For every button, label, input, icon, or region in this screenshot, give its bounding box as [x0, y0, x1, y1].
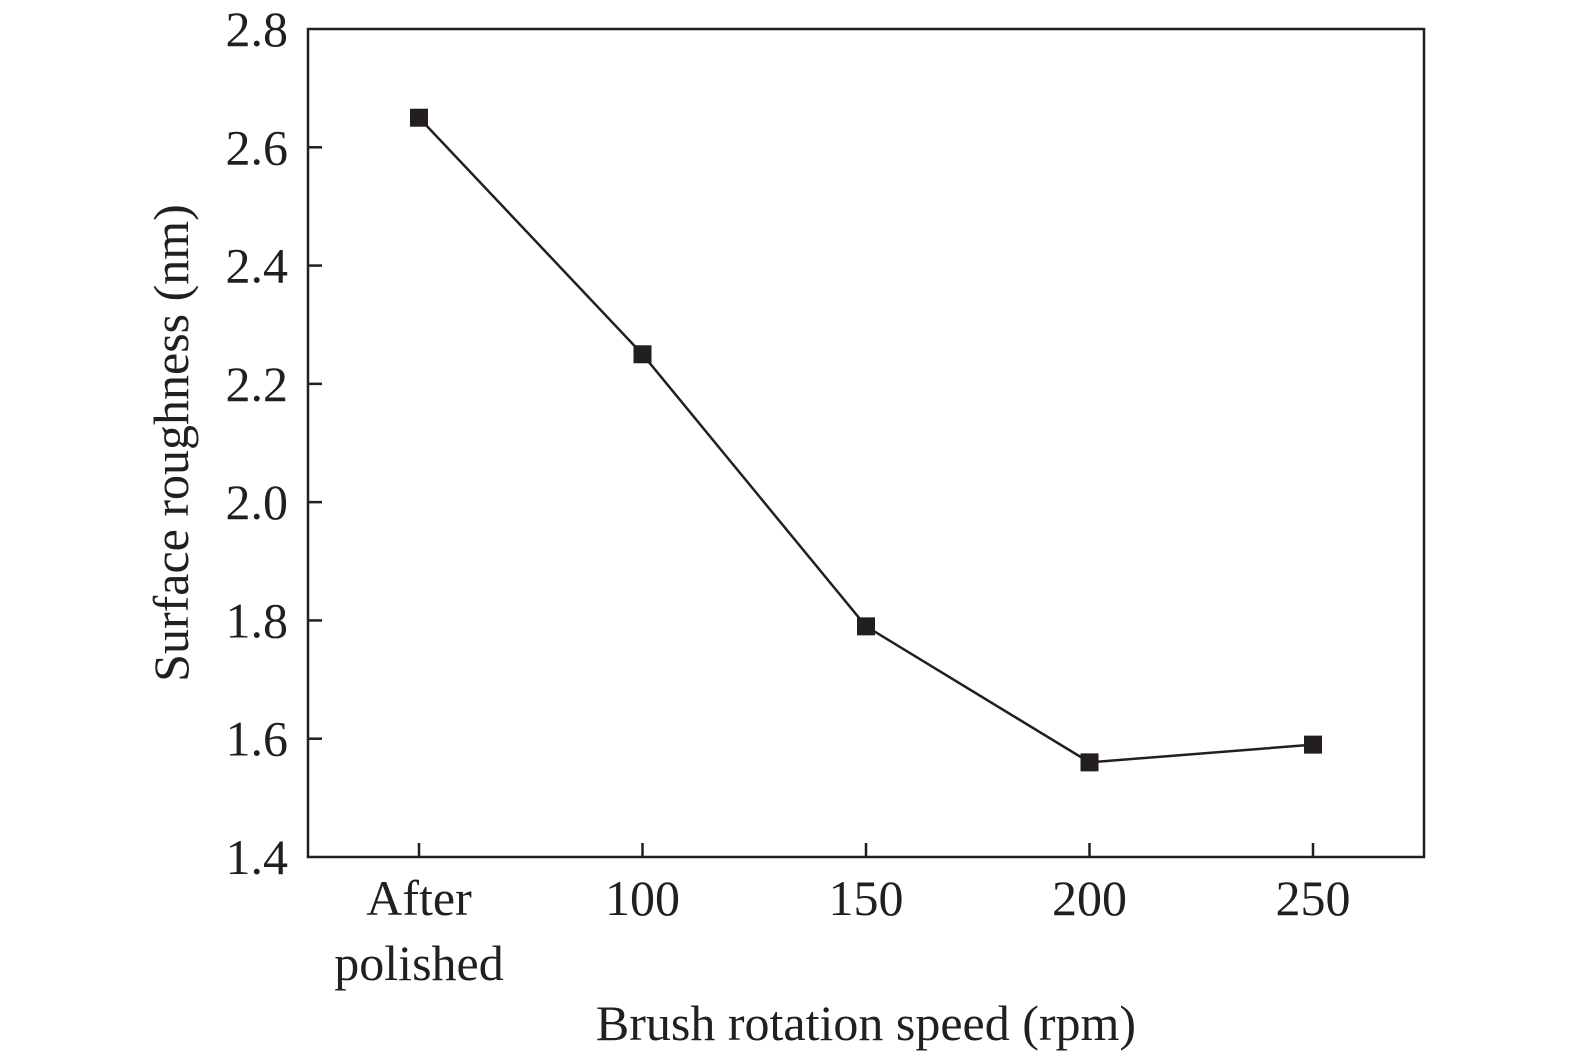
y-axis-title: Surface roughness (nm) [143, 204, 199, 682]
plot-frame [306, 27, 1426, 859]
data-point-marker [857, 617, 875, 636]
data-point-marker [410, 108, 428, 127]
series-line [418, 116, 1314, 764]
x-tick-label: 200 [1052, 870, 1127, 926]
y-tick-label: 1.4 [226, 829, 289, 885]
y-tick-label: 2.6 [226, 119, 289, 175]
y-tick-label: 2.8 [226, 1, 289, 57]
y-tick-label: 2.0 [226, 474, 289, 530]
x-axis: After polished 100 150 200 250 [334, 843, 1351, 991]
y-tick-label: 1.6 [226, 711, 289, 767]
data-point-marker [1080, 753, 1099, 772]
x-tick-label: polished [334, 935, 503, 991]
series-group [410, 108, 1322, 772]
x-tick-label: 250 [1276, 870, 1351, 926]
data-point-marker [1304, 735, 1322, 754]
y-tick-label: 2.4 [226, 238, 289, 294]
y-tick-label: 1.8 [226, 592, 289, 648]
y-axis: 1.4 1.6 1.8 2.0 2.2 2.4 2.6 2.8 [226, 1, 322, 885]
x-axis-title: Brush rotation speed (rpm) [596, 995, 1136, 1051]
x-tick-label: 150 [829, 870, 904, 926]
y-tick-label: 2.2 [226, 356, 289, 412]
x-tick-label: 100 [605, 870, 680, 926]
x-tick-label: After [366, 870, 472, 926]
data-point-marker [633, 345, 652, 364]
